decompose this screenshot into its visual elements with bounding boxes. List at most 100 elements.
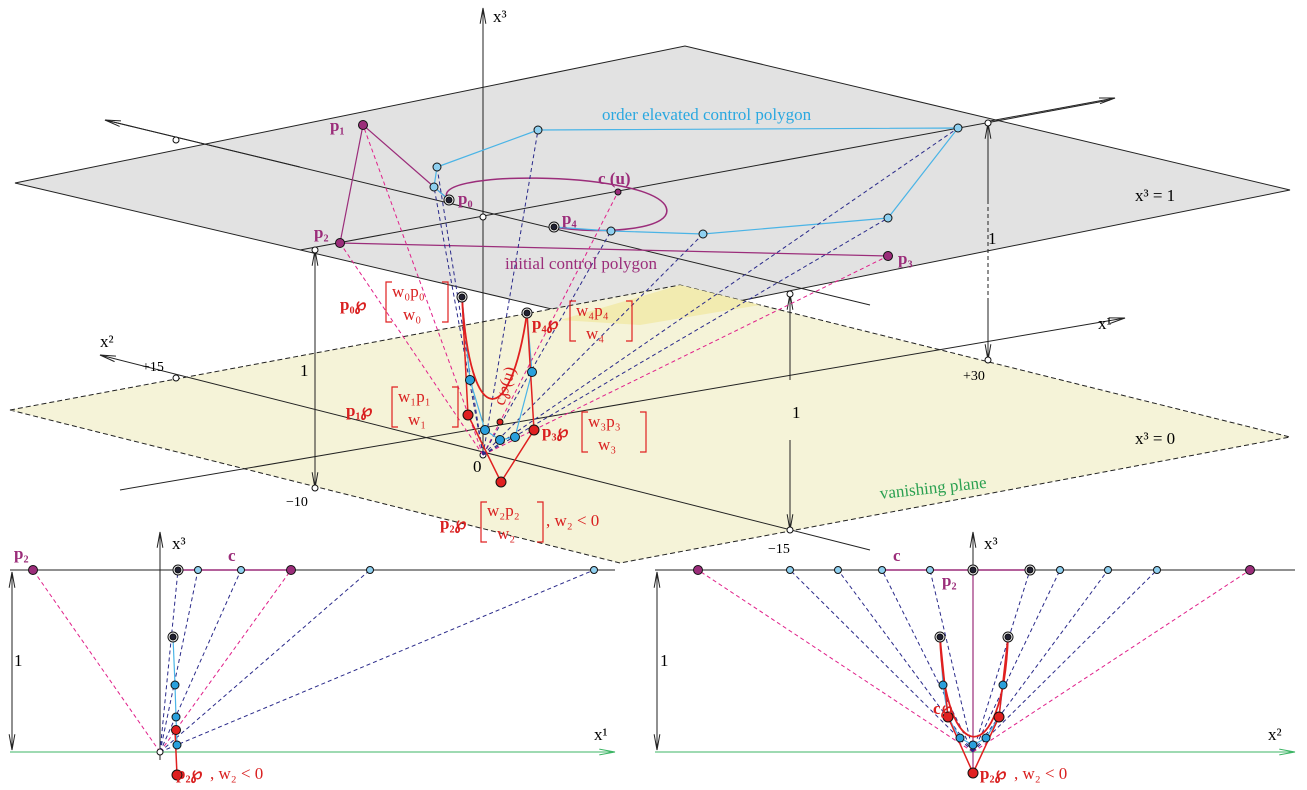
point (28, 565, 38, 575)
weighted-curve (461, 296, 528, 400)
weighted-point-label: p₂℘ (440, 514, 467, 534)
control-point (174, 566, 182, 574)
axis-label: x² (100, 332, 114, 351)
projection-line (159, 569, 595, 753)
elevated-point (606, 226, 616, 236)
bracket (581, 411, 588, 453)
projection-line (482, 217, 889, 456)
weighted-point (968, 740, 978, 750)
weighted-point-label: p₁℘ (346, 401, 373, 421)
matrix-entry: w₃ (598, 435, 616, 454)
weighted-point (967, 767, 979, 779)
axis-point (479, 213, 487, 221)
axis-label: x³ (172, 534, 186, 553)
plane-patch (560, 285, 760, 325)
point (693, 565, 703, 575)
control-point (523, 309, 531, 317)
weighted-point (495, 476, 507, 488)
projection-line (972, 569, 1158, 753)
point (1104, 566, 1112, 574)
point-label: p₀ (458, 189, 473, 208)
curve-label: c (u) (598, 169, 631, 188)
control-point (969, 566, 977, 574)
point (1245, 565, 1255, 575)
axis-point (172, 136, 180, 144)
point (926, 566, 934, 574)
bracket (626, 300, 633, 342)
projection-line (339, 242, 484, 456)
matrix-entry: w₄p₄ (576, 301, 609, 320)
weighted-point (480, 425, 490, 435)
weighted-elevated-polygon (939, 636, 1009, 746)
control-point (1004, 633, 1012, 641)
point (834, 566, 842, 574)
projection-line (159, 569, 179, 753)
weighted-point-label: p₂℘ (176, 764, 203, 784)
arrowhead (8, 734, 16, 751)
point (590, 566, 598, 574)
projection-line (972, 569, 1061, 753)
plane-bottom (9, 284, 1291, 564)
point-label: p₂ (942, 571, 957, 590)
axis-point (786, 526, 794, 534)
initial-polygon (339, 123, 889, 257)
weighted-polygon (174, 729, 178, 776)
weighted-point (465, 375, 475, 385)
weighted-point (171, 725, 181, 735)
bracket (480, 501, 487, 543)
matrix-entry: w₀ (403, 305, 421, 324)
curve-label: c (893, 546, 901, 565)
curve-point (496, 418, 504, 426)
bracket (442, 281, 449, 323)
point (194, 566, 202, 574)
weighted-point-label: p₃℘ (542, 422, 569, 442)
axis (299, 99, 1111, 251)
weighted-point-label: p₂℘ (980, 764, 1007, 784)
weighted-point (942, 711, 954, 723)
bracket (391, 386, 398, 428)
weighted-point (955, 733, 965, 743)
control-point (1026, 566, 1034, 574)
projection-line (697, 569, 974, 753)
control-point (169, 633, 177, 641)
projection-line (482, 191, 619, 456)
projection-line (482, 255, 889, 456)
control-point (936, 633, 944, 641)
arrowhead (599, 748, 616, 756)
weighted-point-label: p₀℘ (340, 295, 367, 315)
weighted-point (510, 432, 520, 442)
polygon-label: initial control polygon (505, 254, 658, 273)
arrowhead (104, 119, 122, 127)
point (1056, 566, 1064, 574)
elevated-point (533, 125, 543, 135)
matrix-entry: w₂ (497, 524, 515, 543)
bracket (537, 501, 544, 543)
axis (989, 97, 1116, 122)
weighted-point (462, 409, 474, 421)
curve-point (614, 188, 622, 196)
matrix-entry: w₂p₂ (487, 501, 520, 520)
tick-label: +15 (142, 360, 164, 375)
weighted-point (495, 435, 505, 445)
axis (119, 317, 1126, 491)
control-point (458, 293, 466, 301)
point-label: p₂ (14, 544, 29, 563)
axis-point (311, 246, 319, 254)
plane-label: x³ = 0 (1135, 429, 1175, 448)
arrowhead (8, 571, 16, 588)
weighted-point (172, 740, 182, 750)
weighted-point (528, 424, 540, 436)
projection-line (972, 569, 1109, 753)
point (237, 566, 245, 574)
projection-line (159, 569, 242, 753)
elevated-point (432, 162, 442, 172)
point-label: p₃ (898, 249, 913, 268)
point-label: p₂ (314, 223, 329, 242)
point (286, 565, 296, 575)
weighted-point (527, 367, 537, 377)
projection-line (972, 569, 1251, 753)
projection-line (32, 569, 161, 753)
arrowhead (99, 354, 116, 363)
arrowhead (1098, 97, 1116, 105)
